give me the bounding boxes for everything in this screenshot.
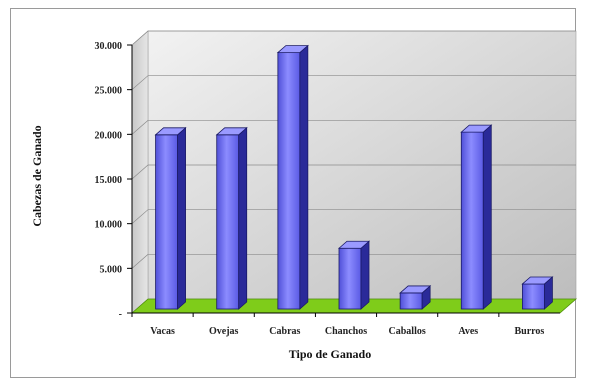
- y-tick-label: -: [119, 309, 122, 320]
- bar-side: [238, 126, 248, 310]
- bar-top: [399, 285, 432, 294]
- x-tick-label: Ovejas: [209, 326, 239, 337]
- gridline: [131, 30, 576, 46]
- bar-side: [177, 126, 186, 310]
- bar-top: [337, 240, 371, 249]
- x-tick-label: Burros: [515, 326, 545, 337]
- bar-front: [155, 134, 178, 310]
- y-tick-label: 5.000: [100, 264, 123, 275]
- x-tick-label: Cabras: [269, 326, 300, 337]
- bar-top: [154, 127, 187, 136]
- x-axis-title: Tipo de Ganado: [289, 347, 371, 361]
- bar-cabras: [276, 44, 309, 310]
- bar-ovejas: [215, 126, 248, 310]
- bar-front: [277, 52, 301, 310]
- bar-front: [522, 283, 545, 310]
- x-tick-label: Caballos: [389, 326, 426, 337]
- bar-burros: [521, 276, 554, 310]
- bar-front: [216, 134, 240, 310]
- bar-vacas: [154, 126, 187, 310]
- y-tick-label: 30.000: [95, 41, 123, 52]
- y-axis-title: Cabezas de Ganado: [30, 125, 44, 226]
- y-tick-label: 10.000: [95, 220, 123, 231]
- x-tick-label: Vacas: [150, 326, 175, 337]
- gridline: [131, 75, 576, 90]
- bar-chanchos: [337, 240, 371, 310]
- gridline: [131, 119, 576, 135]
- bar-top: [460, 124, 493, 133]
- bar-top: [215, 127, 248, 136]
- y-tick-label: 25.000: [95, 86, 123, 97]
- bar-side: [482, 124, 492, 310]
- bar-caballos: [399, 285, 432, 310]
- x-tick-label: Aves: [458, 326, 478, 337]
- bar-top: [276, 45, 309, 54]
- gridline: [131, 164, 576, 180]
- x-tick-label: Chanchos: [325, 326, 367, 337]
- bar-front: [338, 247, 362, 310]
- bar-top: [521, 276, 554, 285]
- gridline: [131, 253, 576, 269]
- y-tick-label: 15.000: [95, 175, 123, 186]
- bar-side: [360, 240, 370, 310]
- bar-front: [460, 131, 484, 310]
- bar-front: [399, 292, 423, 310]
- gridline: [131, 209, 576, 224]
- bar-side: [299, 44, 309, 310]
- bar-aves: [460, 124, 493, 310]
- y-tick-label: 20.000: [95, 130, 123, 141]
